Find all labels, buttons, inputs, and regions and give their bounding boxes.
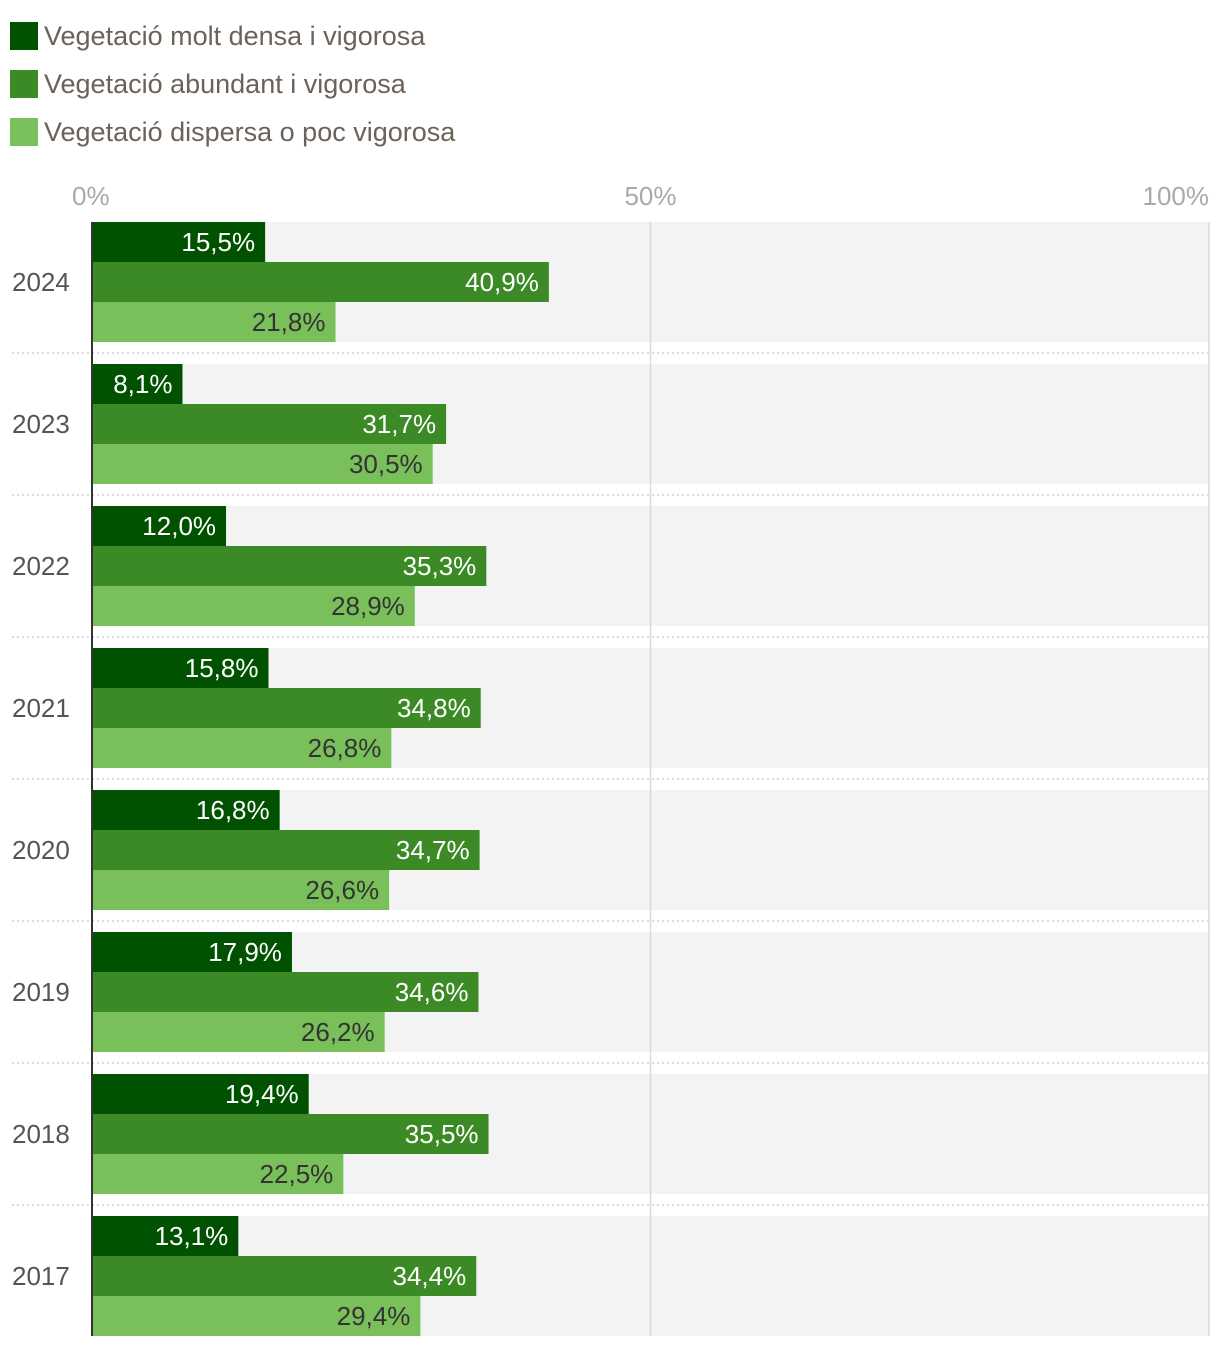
legend-swatch-very-dense bbox=[10, 22, 38, 50]
category-label: 2024 bbox=[12, 267, 70, 297]
bar bbox=[92, 1154, 344, 1194]
bar bbox=[92, 1256, 477, 1296]
bar bbox=[92, 1012, 385, 1052]
grid-lines bbox=[649, 222, 1210, 1336]
bar bbox=[92, 972, 479, 1012]
bar-value-label: 28,9% bbox=[331, 591, 405, 621]
legend-label-sparse: Vegetació dispersa o poc vigorosa bbox=[44, 117, 456, 147]
bars bbox=[92, 222, 549, 1336]
bar bbox=[92, 444, 433, 484]
bar bbox=[92, 302, 336, 342]
category-label: 2018 bbox=[12, 1119, 70, 1149]
bar-value-label: 40,9% bbox=[465, 267, 539, 297]
bar bbox=[92, 546, 487, 586]
data-labels: 15,5% 40,9% 21,8% 8,1% 31,7% 30,5% 12,0% 35,3% 2… bbox=[113, 227, 539, 1331]
bar-value-label: 34,8% bbox=[397, 693, 471, 723]
category-label: 2021 bbox=[12, 693, 70, 723]
bar-value-label: 26,8% bbox=[308, 733, 382, 763]
x-tick-label: 0% bbox=[72, 181, 110, 211]
bar-value-label: 15,8% bbox=[185, 653, 259, 683]
bar bbox=[92, 790, 280, 830]
bar bbox=[92, 870, 390, 910]
bar-value-label: 12,0% bbox=[142, 511, 216, 541]
category-label: 2019 bbox=[12, 977, 70, 1007]
bar bbox=[92, 506, 227, 546]
bar bbox=[92, 262, 549, 302]
bar bbox=[92, 1216, 239, 1256]
bar-value-label: 15,5% bbox=[181, 227, 255, 257]
chart-legend: Vegetació molt densa i vigorosa Vegetaci… bbox=[10, 12, 455, 156]
category-labels: 2024 2023 2022 2021 2020 2019 2018 2017 bbox=[12, 267, 70, 1291]
bar bbox=[92, 932, 292, 972]
bar bbox=[92, 830, 480, 870]
bar bbox=[92, 1114, 489, 1154]
legend-swatch-abundant bbox=[10, 70, 38, 98]
legend-label-very-dense: Vegetació molt densa i vigorosa bbox=[44, 21, 426, 51]
bar-value-label: 29,4% bbox=[337, 1301, 411, 1331]
bar bbox=[92, 404, 447, 444]
bar bbox=[92, 728, 392, 768]
x-tick-label: 100% bbox=[1143, 181, 1210, 211]
bar-value-label: 21,8% bbox=[252, 307, 326, 337]
bar-value-label: 19,4% bbox=[225, 1079, 299, 1109]
bar-value-label: 17,9% bbox=[208, 937, 282, 967]
legend-swatch-sparse bbox=[10, 118, 38, 146]
bar-value-label: 26,2% bbox=[301, 1017, 375, 1047]
category-label: 2023 bbox=[12, 409, 70, 439]
bar bbox=[92, 688, 481, 728]
bar-value-label: 22,5% bbox=[260, 1159, 334, 1189]
bar-value-label: 34,6% bbox=[395, 977, 469, 1007]
bar bbox=[92, 364, 183, 404]
bar bbox=[92, 648, 269, 688]
bar-value-label: 16,8% bbox=[196, 795, 270, 825]
bar-value-label: 35,3% bbox=[403, 551, 477, 581]
bar-value-label: 8,1% bbox=[113, 369, 172, 399]
category-label: 2020 bbox=[12, 835, 70, 865]
category-label: 2022 bbox=[12, 551, 70, 581]
bar-value-label: 31,7% bbox=[362, 409, 436, 439]
x-tick-label: 50% bbox=[624, 181, 676, 211]
legend-label-abundant: Vegetació abundant i vigorosa bbox=[44, 69, 406, 99]
x-axis-ticks: 0% 50% 100% bbox=[72, 181, 1209, 211]
bar bbox=[92, 586, 415, 626]
bar bbox=[92, 1074, 309, 1114]
category-label: 2017 bbox=[12, 1261, 70, 1291]
bar-value-label: 13,1% bbox=[155, 1221, 229, 1251]
bar-value-label: 35,5% bbox=[405, 1119, 479, 1149]
legend-item-very-dense: Vegetació molt densa i vigorosa bbox=[10, 12, 455, 60]
bar-value-label: 34,7% bbox=[396, 835, 470, 865]
bar bbox=[92, 222, 266, 262]
legend-item-sparse: Vegetació dispersa o poc vigorosa bbox=[10, 108, 455, 156]
bar-value-label: 30,5% bbox=[349, 449, 423, 479]
bar-value-label: 34,4% bbox=[393, 1261, 467, 1291]
bar-value-label: 26,6% bbox=[305, 875, 379, 905]
bar bbox=[92, 1296, 421, 1336]
legend-item-abundant: Vegetació abundant i vigorosa bbox=[10, 60, 455, 108]
